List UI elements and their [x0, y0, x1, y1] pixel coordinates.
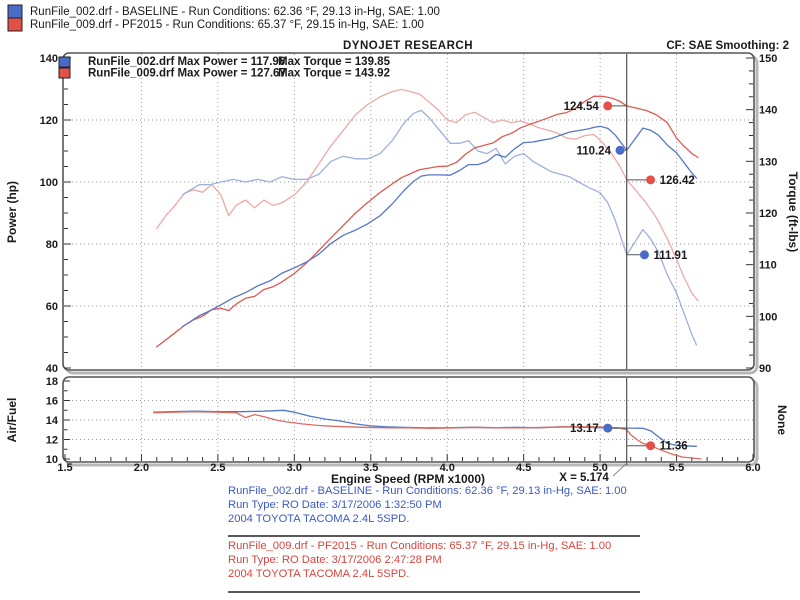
cursor-callout-line — [612, 462, 628, 477]
tick-label: 90 — [759, 363, 771, 375]
tick-label: 140 — [759, 105, 777, 117]
max-power-baseline: RunFile_002.drf Max Power = 117.96 — [88, 56, 285, 68]
tick-label: 120 — [759, 208, 777, 220]
annotation-dot — [639, 250, 649, 260]
max-torque-pf2015: Max Torque = 143.92 — [278, 68, 390, 80]
cf-smoothing-label: CF: SAE Smoothing: 2 — [666, 40, 789, 52]
annotation-dot — [615, 145, 625, 155]
run-info-line: Run Type: RO Date: 3/17/2006 1:32:50 PM — [228, 499, 442, 511]
torque-axis-title: Torque (ft-lbs) — [786, 172, 800, 252]
power-axis-title: Power (hp) — [5, 181, 19, 243]
tick-label: 4.5 — [516, 462, 531, 474]
legend-line-pf2015: RunFile_009.drf - PF2015 - Run Condition… — [30, 19, 424, 31]
annotation-value: 11.36 — [660, 441, 688, 453]
run-info-line: 2004 TOYOTA TACOMA 2.4L 5SPD. — [228, 513, 409, 525]
curves — [153, 88, 702, 460]
tick-label: 60 — [46, 301, 58, 313]
annotation-value: 126.42 — [660, 175, 695, 187]
tick-label: 3.0 — [287, 462, 302, 474]
inner-legend-swatch-pf2015 — [58, 67, 71, 79]
annotation-value: 110.24 — [576, 145, 611, 157]
inner-legend-swatch-baseline — [58, 56, 71, 68]
tick-label: 18 — [46, 376, 58, 388]
curve-pf2015_af — [153, 411, 702, 460]
annotation-value: 124.54 — [564, 101, 600, 113]
max-power-pf2015: RunFile_009.drf Max Power = 127.67 — [88, 68, 286, 80]
legend-line-baseline: RunFile_002.drf - BASELINE - Run Conditi… — [30, 6, 440, 18]
annotation-dot — [646, 175, 656, 185]
tick-label: 16 — [46, 396, 58, 408]
tick-label: 40 — [46, 363, 58, 375]
annotation-value: 13.17 — [570, 423, 599, 435]
tick-label: 4.0 — [440, 462, 455, 474]
cursor-x-label: X = 5.174 — [559, 472, 609, 484]
cursor-annotations: 124.54 110.24 126.42 111.91 13.17 11.36 — [564, 101, 695, 453]
tick-label: 80 — [46, 239, 58, 251]
tick-label: 10 — [46, 454, 58, 466]
tick-label: 5.0 — [592, 462, 607, 474]
annotation-value: 111.91 — [653, 250, 688, 262]
tick-label: 6.0 — [745, 462, 760, 474]
run-info-line: RunFile_009.drf - PF2015 - Run Condition… — [228, 540, 611, 552]
tick-label: 12 — [46, 435, 58, 447]
curve-pf2015_power — [156, 95, 699, 348]
tick-label: 110 — [759, 260, 777, 272]
annotation-dot — [603, 423, 613, 433]
tick-label: 150 — [759, 53, 777, 65]
tick-labels: 140 120 100 80 60 40 150 140 130 120 110 100 90 18 16 1… — [40, 53, 778, 474]
run-info-line: RunFile_002.drf - BASELINE - Run Conditi… — [228, 485, 627, 497]
airfuel-axis-title: Air/Fuel — [5, 398, 19, 443]
curve-pf2015_torque — [156, 88, 699, 302]
inner-legend: RunFile_002.drf Max Power = 117.96 Max T… — [58, 56, 391, 80]
tick-label: 140 — [40, 53, 58, 65]
tick-label: 130 — [759, 156, 777, 168]
curve-baseline_torque — [182, 109, 698, 346]
footer-run-pf2015: RunFile_009.drf - PF2015 - Run Condition… — [228, 540, 611, 580]
tick-label: 1.5 — [57, 462, 72, 474]
run-info-line: Run Type: RO Date: 3/17/2006 2:47:28 PM — [228, 554, 442, 566]
annotation-dot — [646, 441, 656, 451]
footer-run-baseline: RunFile_002.drf - BASELINE - Run Conditi… — [228, 485, 627, 525]
tick-label: 100 — [759, 311, 777, 323]
none-axis-title: None — [775, 405, 789, 435]
axis-ticks — [64, 57, 754, 461]
top-legend: RunFile_002.drf - BASELINE - Run Conditi… — [7, 4, 440, 32]
legend-swatch-baseline — [7, 4, 23, 19]
x-axis-title: Engine Speed (RPM x1000) — [331, 472, 485, 486]
tick-label: 3.5 — [363, 462, 378, 474]
tick-label: 2.5 — [210, 462, 225, 474]
annotation-dot — [603, 101, 613, 111]
tick-label: 100 — [40, 177, 58, 189]
gridlines — [64, 54, 753, 461]
tick-label: 120 — [40, 115, 58, 127]
tick-label: 5.5 — [669, 462, 684, 474]
tick-label: 14 — [46, 415, 59, 427]
curve-baseline_power — [182, 125, 698, 328]
chart-generated-layer: 140 120 100 80 60 40 150 140 130 120 110 100 90 18 16 1… — [40, 52, 778, 474]
power-torque-panel[interactable] — [62, 52, 755, 371]
legend-swatch-pf2015 — [7, 17, 23, 32]
report-title: DYNOJET RESEARCH — [343, 40, 473, 52]
run-info-line: 2004 TOYOTA TACOMA 2.4L 5SPD. — [228, 568, 409, 580]
max-torque-baseline: Max Torque = 139.85 — [278, 56, 391, 68]
tick-label: 2.0 — [134, 462, 149, 474]
